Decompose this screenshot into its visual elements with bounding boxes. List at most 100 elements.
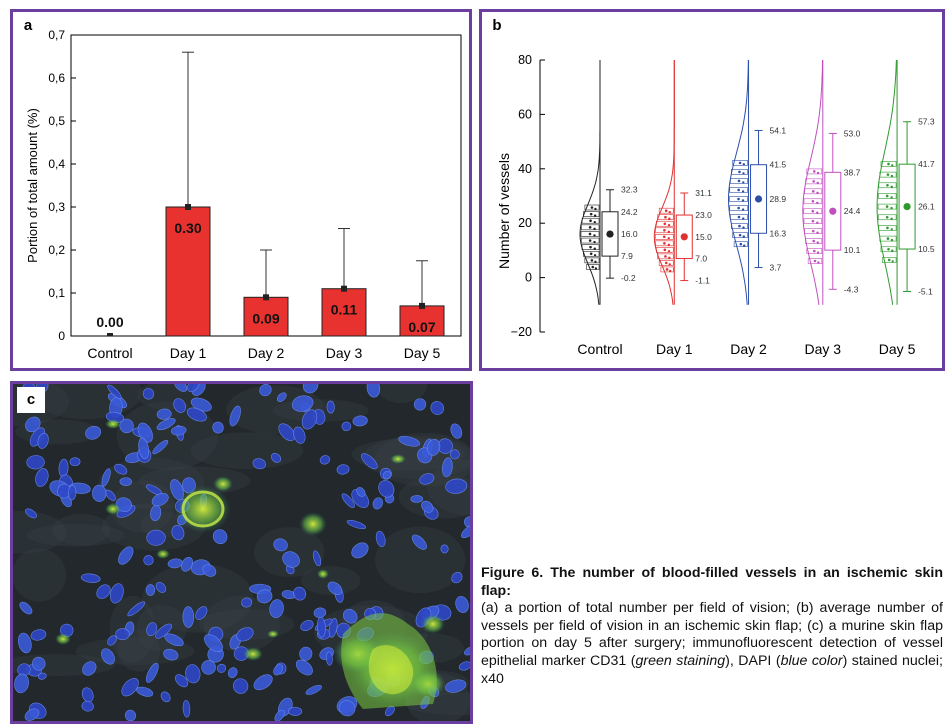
- data-label: 0.11: [331, 302, 358, 318]
- data-point: [741, 190, 745, 193]
- data-point: [738, 224, 741, 228]
- hist-bin: [655, 227, 674, 234]
- data-point: [594, 207, 597, 211]
- data-point: [593, 227, 596, 231]
- data-point: [816, 181, 819, 185]
- y-tick-label: 0,3: [48, 200, 65, 214]
- data-point: [738, 233, 742, 237]
- box-label: -5.1: [918, 286, 933, 296]
- data-point: [811, 219, 815, 223]
- data-point: [890, 206, 893, 210]
- box-label: -0.2: [621, 273, 636, 283]
- data-point: [738, 170, 741, 174]
- y-tick-label: 20: [518, 216, 532, 230]
- hist-bin: [879, 171, 897, 178]
- mean-marker: [903, 203, 911, 211]
- hist-bin: [580, 237, 600, 244]
- panel-a: a 0 0,1 0,2 0,3 0,4 0,5 0,6 0,7 Control 0.00 Day 1…: [10, 9, 472, 371]
- data-point: [667, 250, 671, 253]
- hist-bin: [730, 178, 748, 184]
- data-point: [663, 248, 667, 252]
- hist-bin: [731, 169, 748, 175]
- data-point: [668, 269, 672, 273]
- data-point: [589, 245, 592, 249]
- data-point: [811, 190, 815, 193]
- data-point: [816, 241, 819, 244]
- hist-bin: [803, 208, 823, 215]
- hist-bin: [657, 253, 674, 260]
- data-point: [588, 226, 592, 229]
- hist-bin: [658, 207, 674, 214]
- bar: [165, 206, 211, 337]
- data-point: [816, 251, 820, 254]
- panel-a-label: a: [13, 12, 43, 40]
- data-label: 0.07: [408, 319, 435, 335]
- data-point: [593, 221, 596, 224]
- y-tick-label: 0,2: [48, 243, 65, 257]
- hist-bin: [660, 266, 674, 273]
- box-label: 24.2: [621, 207, 638, 217]
- data-point: [739, 242, 743, 246]
- box-label: 53.0: [844, 128, 861, 138]
- hist-bin: [878, 225, 897, 231]
- data-point: [594, 260, 597, 264]
- data-point: [667, 224, 671, 227]
- hist-bin: [805, 238, 823, 244]
- y-axis-title: Number of vessels: [496, 153, 512, 269]
- data-point: [891, 249, 894, 252]
- bar-top-marker: [185, 204, 191, 210]
- data-point: [742, 181, 745, 184]
- x-tick-label: Day 2: [248, 345, 285, 361]
- box-label: 23.0: [695, 210, 712, 220]
- data-point: [886, 237, 890, 240]
- hist-bin: [805, 178, 823, 185]
- data-point: [588, 239, 592, 242]
- data-point: [886, 173, 890, 176]
- x-tick-label: Day 3: [326, 345, 363, 361]
- box-label: 10.1: [844, 245, 861, 255]
- hist-bin: [584, 257, 600, 264]
- data-point: [737, 197, 740, 201]
- box-label: 3.7: [770, 263, 782, 273]
- caption-text-2: ), DAPI (: [725, 652, 781, 669]
- data-point: [891, 260, 894, 263]
- microscopy-image: [0, 366, 520, 726]
- x-tick-label: Day 5: [879, 341, 916, 357]
- data-point: [664, 209, 668, 212]
- hist-bin: [880, 246, 897, 253]
- hist-bin: [654, 234, 674, 240]
- data-point: [816, 231, 819, 234]
- bar: [321, 288, 367, 337]
- data-point: [667, 237, 670, 240]
- data-point: [817, 261, 820, 264]
- y-tick-label: −20: [511, 325, 532, 339]
- data-point: [741, 208, 745, 211]
- data-point: [816, 201, 819, 204]
- hist-bin: [584, 204, 600, 211]
- box-label: 41.7: [918, 159, 935, 169]
- data-point: [591, 265, 595, 269]
- data-point: [816, 211, 819, 214]
- data-point: [738, 161, 742, 165]
- data-label: 0.00: [96, 314, 123, 330]
- panel-c-label: c: [17, 387, 45, 413]
- data-point: [664, 261, 668, 265]
- mean-marker: [680, 233, 688, 241]
- data-point: [890, 238, 894, 242]
- data-point: [590, 259, 594, 262]
- hist-bin: [656, 220, 674, 227]
- panel-b: b −20 0 20 40 60 80 Number of vessels Control 32…: [479, 9, 945, 371]
- data-point: [668, 263, 671, 266]
- hist-bin: [803, 198, 823, 205]
- data-point: [663, 222, 667, 226]
- data-point: [593, 214, 597, 217]
- data-point: [589, 219, 592, 223]
- hist-bin: [880, 161, 897, 167]
- data-point: [668, 217, 671, 220]
- data-point: [742, 235, 746, 238]
- hist-bin: [580, 231, 600, 237]
- caption-title: Figure 6. The number of blood-filled ves…: [481, 565, 943, 599]
- bar-top-marker: [341, 285, 347, 292]
- hist-bin: [882, 257, 897, 263]
- hist-bin: [581, 217, 600, 224]
